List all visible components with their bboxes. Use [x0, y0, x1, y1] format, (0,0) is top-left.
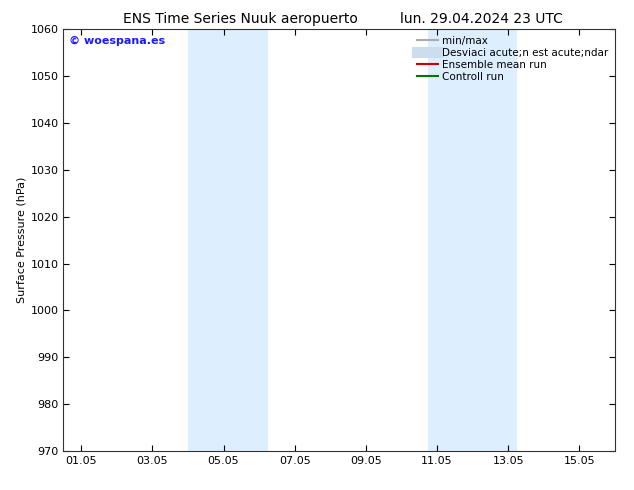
Legend: min/max, Desviaci acute;n est acute;ndar, Ensemble mean run, Controll run: min/max, Desviaci acute;n est acute;ndar… [413, 31, 613, 86]
Text: ENS Time Series Nuuk aeropuerto: ENS Time Series Nuuk aeropuerto [124, 12, 358, 26]
Text: © woespana.es: © woespana.es [69, 36, 165, 46]
Bar [428, 29, 455, 451]
Bar [188, 29, 215, 451]
Y-axis label: Surface Pressure (hPa): Surface Pressure (hPa) [16, 177, 26, 303]
Bar [455, 29, 517, 451]
Bar [215, 29, 268, 451]
Text: lun. 29.04.2024 23 UTC: lun. 29.04.2024 23 UTC [401, 12, 563, 26]
